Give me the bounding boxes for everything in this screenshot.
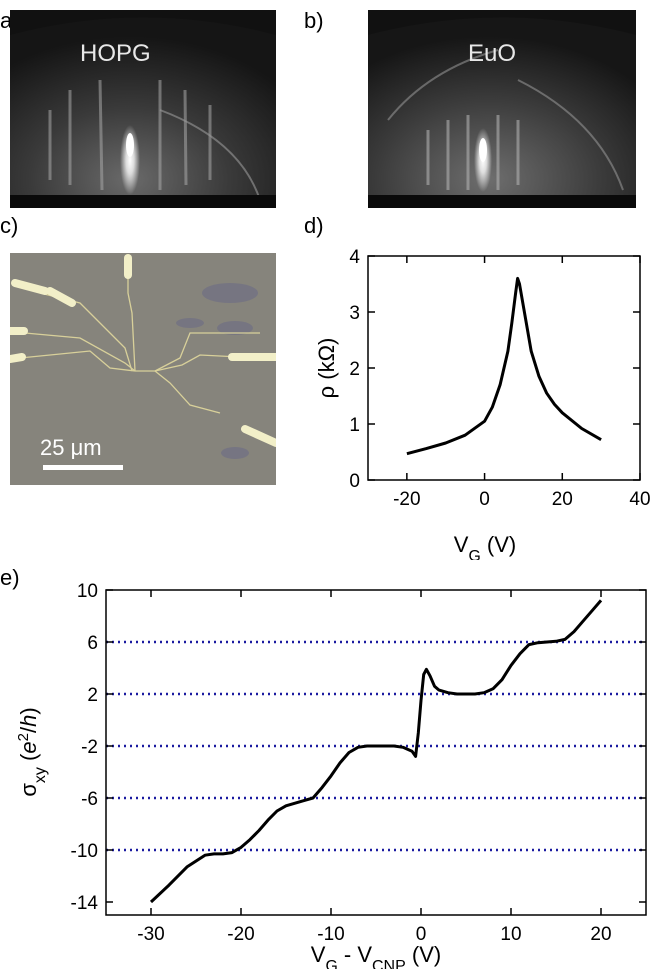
euo-label: EuO bbox=[468, 40, 517, 67]
x-tick-label: 20 bbox=[590, 924, 611, 945]
x-tick-label: 10 bbox=[500, 924, 521, 945]
x-axis-label: VG (V) bbox=[454, 532, 516, 560]
rheed-hopg-image: HOPG bbox=[10, 10, 276, 208]
y-tick-label: 0 bbox=[349, 471, 360, 492]
hopg-label: HOPG bbox=[80, 40, 151, 67]
y-tick-label: 2 bbox=[87, 685, 98, 706]
panel-c-letter: c) bbox=[0, 213, 19, 238]
x-tick-label: 20 bbox=[552, 489, 573, 510]
y-tick-label: -2 bbox=[81, 737, 98, 758]
y-tick-label: 2 bbox=[349, 359, 360, 380]
x-axis-label: VG - VCNP (V) bbox=[311, 942, 441, 969]
y-tick-label: 1 bbox=[349, 415, 360, 436]
x-tick-label: -20 bbox=[393, 489, 420, 510]
x-tick-label: -20 bbox=[227, 924, 254, 945]
x-tick-label: 0 bbox=[479, 489, 490, 510]
device-micrograph bbox=[10, 253, 276, 485]
chart-d: -20 0 20 40 0 1 2 3 4 VG (V) ρ (kΩ) bbox=[314, 247, 651, 560]
plot-frame bbox=[105, 589, 647, 916]
y-axis-label: ρ (kΩ) bbox=[314, 338, 339, 399]
rheed-euo-image: EuO bbox=[368, 10, 636, 208]
x-tick-label: -30 bbox=[137, 924, 164, 945]
y-tick-label: -14 bbox=[71, 893, 99, 914]
y-tick-label: 6 bbox=[87, 633, 98, 654]
x-tick-label: 0 bbox=[416, 924, 427, 945]
y-tick-label: -6 bbox=[81, 789, 98, 810]
panel-e-letter: e) bbox=[0, 565, 20, 590]
y-axis-label: σxy (e2/h) bbox=[15, 707, 49, 796]
chart-e: -30 -20 -10 0 10 20 -14 -10 -6 -2 2 6 10 VG - VCNP (V… bbox=[15, 581, 647, 969]
panel-d-letter: d) bbox=[304, 213, 324, 238]
y-tick-label: 10 bbox=[77, 581, 98, 602]
x-tick-label: -10 bbox=[317, 924, 344, 945]
x-tick-label: 40 bbox=[629, 489, 650, 510]
panel-b-letter: b) bbox=[304, 8, 324, 33]
data-line bbox=[149, 599, 603, 904]
y-tick-label: -10 bbox=[71, 841, 98, 862]
data-line bbox=[406, 276, 602, 456]
scale-bar-label: 25 μm bbox=[40, 435, 102, 460]
y-tick-label: 4 bbox=[349, 247, 360, 268]
y-tick-label: 3 bbox=[349, 303, 360, 324]
